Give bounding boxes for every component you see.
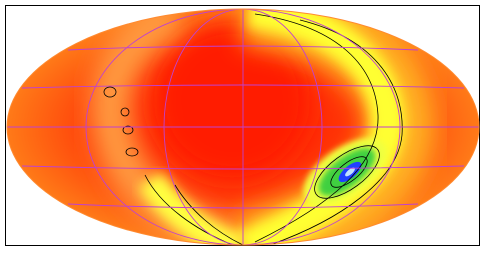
page-body xyxy=(0,0,485,257)
page: {} html, body { margin: 0; padding: 0; w… xyxy=(0,0,485,257)
sky-map xyxy=(0,0,485,257)
